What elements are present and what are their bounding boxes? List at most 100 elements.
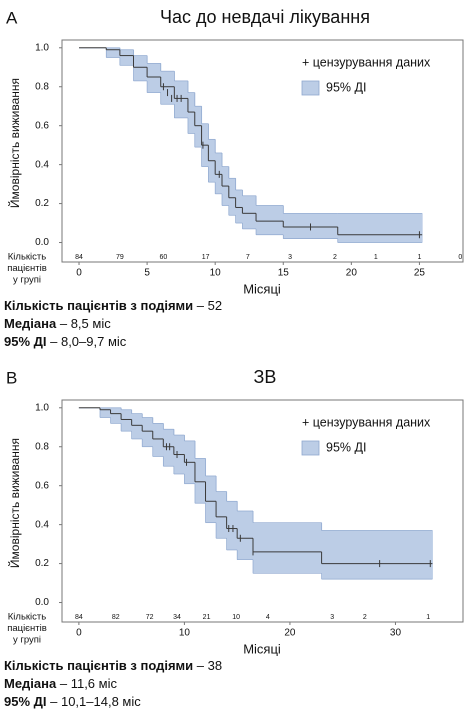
at-risk-count: 17 [202,254,210,261]
y-tick-label: 0.2 [35,198,49,209]
legend-censor: + цензурування даних [302,55,431,69]
x-tick-label: 20 [284,628,296,639]
at-risk-count: 84 [75,254,83,261]
summary-note: 95% ДІ – 10,1–14,8 міс [4,694,141,709]
summary-note-bold: Медіана [4,316,57,331]
ci-band [242,195,257,229]
chart-title: Час до невдачі лікування [160,7,370,27]
y-tick-label: 1.0 [35,42,49,53]
legend-ci: 95% ДІ [326,80,366,94]
ci-band [216,491,228,539]
at-risk-count: 72 [146,614,154,621]
x-tick-label: 10 [210,268,222,279]
summary-note-value: – 8,0–9,7 міс [47,334,127,349]
at-risk-count: 1 [374,254,378,261]
ci-band [106,47,121,58]
at-risk-count: 3 [330,614,334,621]
at-risk-count: 4 [266,614,270,621]
at-risk-count: 84 [75,614,83,621]
y-tick-label: 0.8 [35,81,49,92]
at-risk-label: у групі [13,275,41,286]
ci-band [163,429,175,467]
x-tick-label: 10 [179,628,191,639]
at-risk-count: 34 [173,614,181,621]
at-risk-count: 82 [112,614,120,621]
summary-note: Медіана – 11,6 міс [4,676,117,691]
summary-note: 95% ДІ – 8,0–9,7 міс [4,334,127,349]
ci-band [194,458,207,504]
ci-band [226,501,238,550]
summary-note-bold: 95% ДІ [4,694,47,709]
summary-note-value: – 10,1–14,8 міс [47,694,142,709]
summary-note-value: – 38 [193,658,222,673]
ci-band [147,63,162,93]
ci-band [131,413,143,439]
ci-band [133,55,148,81]
panel-label: B [6,368,17,387]
panel-label: A [6,8,18,27]
ci-band [160,71,175,105]
x-tick-label: 20 [346,268,358,279]
at-risk-count: 0 [458,254,462,261]
x-tick-label: 30 [390,628,402,639]
ci-band [228,178,237,216]
at-risk-count: 2 [333,254,337,261]
summary-note-value: – 52 [193,298,222,313]
y-tick-label: 0.2 [35,558,49,569]
legend-ci-swatch [301,80,320,96]
at-risk-count: 21 [203,614,211,621]
summary-note-value: – 8,5 міс [56,316,111,331]
ci-band [187,92,196,134]
y-tick-label: 0.0 [35,237,49,248]
legend-ci-swatch [301,440,320,456]
x-tick-label: 0 [76,268,82,279]
at-risk-count: 1 [417,254,421,261]
y-tick-label: 0.0 [35,597,49,608]
y-tick-label: 0.6 [35,120,49,131]
ci-band [321,530,433,580]
x-tick-label: 0 [76,628,82,639]
at-risk-count: 3 [288,254,292,261]
ci-band [152,423,164,457]
summary-note: Кількість пацієнтів з подіями – 38 [4,658,222,673]
ci-band [205,475,217,523]
summary-note: Кількість пацієнтів з подіями – 52 [4,298,222,313]
y-tick-label: 0.8 [35,441,49,452]
ci-band [253,522,323,574]
y-tick-label: 0.4 [35,519,49,530]
at-risk-label: пацієнтів [7,263,47,274]
at-risk-count: 60 [160,254,168,261]
y-tick-label: 0.4 [35,159,49,170]
ci-band [235,189,243,224]
plot-frame [61,399,464,623]
summary-note-value: – 11,6 міс [56,676,117,691]
x-axis-label: Місяці [243,641,281,656]
summary-note-bold: Кількість пацієнтів з подіями [4,658,193,673]
legend-censor: + цензурування даних [302,415,431,429]
x-axis-label: Місяці [243,281,281,296]
legend-ci: 95% ДІ [326,440,366,454]
y-tick-label: 1.0 [35,402,49,413]
summary-note-bold: Кількість пацієнтів з подіями [4,298,193,313]
ci-band [99,407,112,418]
at-risk-label: пацієнтів [7,623,47,634]
at-risk-label: Кількість [8,612,47,623]
x-tick-label: 25 [414,268,426,279]
y-axis-label: Ймовірність виживання [7,438,22,568]
x-tick-label: 15 [278,268,290,279]
summary-note: Медіана – 8,5 міс [4,316,111,331]
y-axis-label: Ймовірність виживання [7,78,22,208]
ci-band [194,106,203,148]
at-risk-count: 2 [363,614,367,621]
ci-band [237,511,254,560]
ci-band [337,213,423,243]
ci-band [256,205,284,235]
at-risk-count: 7 [246,254,250,261]
ci-band [119,49,134,66]
summary-note-bold: 95% ДІ [4,334,47,349]
at-risk-count: 79 [116,254,124,261]
ci-band [110,407,122,424]
at-risk-label: Кількість [8,252,47,263]
at-risk-count: 10 [232,614,240,621]
